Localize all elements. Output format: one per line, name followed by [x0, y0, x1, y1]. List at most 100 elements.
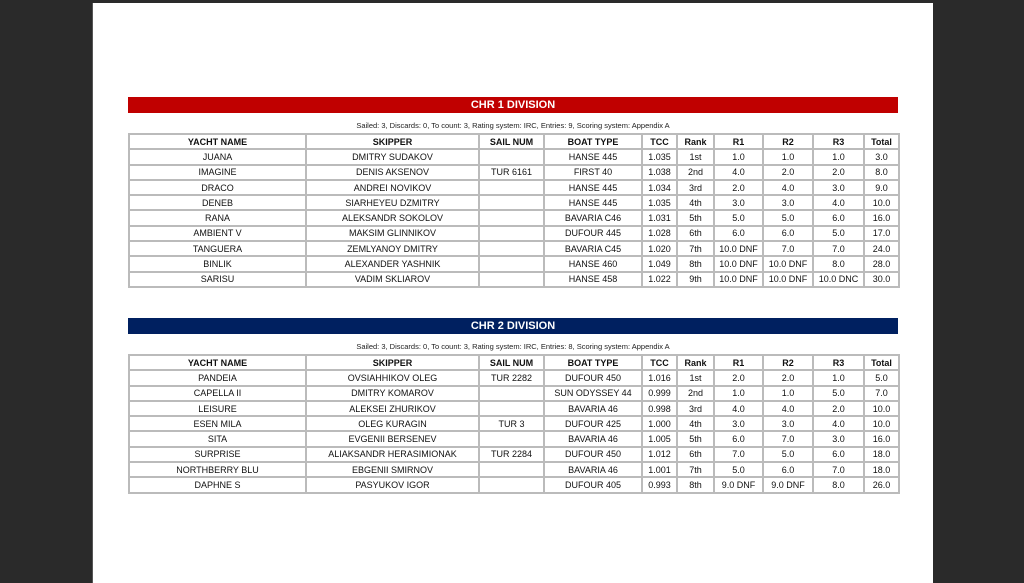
table-cell: 8.0 — [863, 163, 900, 181]
table-row: RANA ALEKSANDR SOKOLOV BAVARIA C46 1.031 5th… — [128, 209, 900, 227]
table-cell: 2.0 — [762, 163, 814, 181]
table-cell: 16.0 — [863, 430, 900, 448]
table-cell: HANSE 445 — [543, 148, 643, 166]
table-cell: MAKSIM GLINNIKOV — [305, 224, 480, 243]
table-cell: PANDEIA — [128, 369, 307, 387]
table-cell: DUFOUR 425 — [543, 415, 643, 433]
table-cell — [478, 224, 545, 243]
table-cell: 1.0 — [812, 148, 865, 166]
table-cell: 10.0 — [863, 399, 900, 418]
table-row: SURPRISE ALIAKSANDR HERASIMIONAK TUR 2284 D… — [128, 445, 900, 464]
table-cell: 3.0 — [812, 178, 865, 197]
table-cell — [478, 270, 545, 288]
header-row: YACHT NAME SKIPPER SAIL NUM BOAT TYPE TCC Ran… — [128, 353, 900, 372]
table-cell — [478, 430, 545, 448]
table-cell: IMAGINE — [128, 163, 307, 181]
table-cell: 5.0 — [863, 369, 900, 387]
table-cell: 3.0 — [762, 194, 814, 212]
column-header: YACHT NAME — [128, 353, 307, 372]
table-cell: HANSE 445 — [543, 178, 643, 197]
table-cell: SURPRISE — [128, 445, 307, 464]
column-header: SAIL NUM — [478, 132, 545, 151]
chr2-division-section: CHR 2 DIVISION Sailed: 3, Discards: 0, To… — [128, 318, 900, 494]
table-cell: 1.0 — [762, 384, 814, 402]
table-cell — [478, 476, 545, 494]
table-cell: DMITRY KOMAROV — [305, 384, 480, 402]
table-cell: 5th — [676, 209, 715, 227]
table-cell: TUR 2284 — [478, 445, 545, 464]
table-cell: 8.0 — [812, 476, 865, 494]
table-row: ESEN MILA OLEG KURAGIN TUR 3 DUFOUR 425 1.00… — [128, 415, 900, 433]
column-header: TCC — [641, 353, 678, 372]
table-cell: BAVARIA C46 — [543, 209, 643, 227]
table-row: CAPELLA II DMITRY KOMAROV SUN ODYSSEY 44 0.… — [128, 384, 900, 402]
table-row: AMBIENT V MAKSIM GLINNIKOV DUFOUR 445 1.028… — [128, 224, 900, 243]
table-cell: DAPHNE S — [128, 476, 307, 494]
table-cell: HANSE 460 — [543, 255, 643, 273]
table-cell: EBGENII SMIRNOV — [305, 461, 480, 479]
table-cell: 5.0 — [762, 209, 814, 227]
table-cell: 7.0 — [863, 384, 900, 402]
table-row: PANDEIA OVSIAHHIKOV OLEG TUR 2282 DUFOUR 45… — [128, 369, 900, 387]
table-cell: 4.0 — [812, 415, 865, 433]
column-header: BOAT TYPE — [543, 132, 643, 151]
table-cell: 1.038 — [641, 163, 678, 181]
column-header: YACHT NAME — [128, 132, 307, 151]
table-cell: BAVARIA C45 — [543, 240, 643, 258]
table-cell: 6.0 — [762, 461, 814, 479]
table-cell: 18.0 — [863, 461, 900, 479]
table-cell: 4th — [676, 194, 715, 212]
table-cell: BAVARIA 46 — [543, 399, 643, 418]
table-cell: 3.0 — [713, 194, 764, 212]
table-cell: 4.0 — [713, 163, 764, 181]
table-cell: 10.0 — [863, 194, 900, 212]
table-cell: PASYUKOV IGOR — [305, 476, 480, 494]
table-cell — [478, 240, 545, 258]
document-page: CHR 1 DIVISION Sailed: 3, Discards: 0, To… — [92, 3, 933, 583]
table-cell: 26.0 — [863, 476, 900, 494]
division-info: Sailed: 3, Discards: 0, To count: 3, Rat… — [356, 121, 670, 130]
table-cell: ALEKSANDR SOKOLOV — [305, 209, 480, 227]
table-cell: 6.0 — [713, 430, 764, 448]
table-cell: SUN ODYSSEY 44 — [543, 384, 643, 402]
table-cell: 2.0 — [713, 369, 764, 387]
table-cell: SARISU — [128, 270, 307, 288]
table-cell: VADIM SKLIAROV — [305, 270, 480, 288]
table-cell: 3.0 — [762, 415, 814, 433]
table-cell: 1.035 — [641, 148, 678, 166]
column-header: Total — [863, 353, 900, 372]
table-cell: 1.034 — [641, 178, 678, 197]
table-row: DRACO ANDREI NOVIKOV HANSE 445 1.034 3rd 2.0 4… — [128, 178, 900, 197]
table-cell: DUFOUR 450 — [543, 445, 643, 464]
table-cell: 10.0 DNC — [812, 270, 865, 288]
table-cell: 1st — [676, 369, 715, 387]
table-cell: 3rd — [676, 178, 715, 197]
table-cell: 5.0 — [713, 209, 764, 227]
column-header: Rank — [676, 353, 715, 372]
column-header: R1 — [713, 353, 764, 372]
column-header: Total — [863, 132, 900, 151]
column-header: R3 — [812, 132, 865, 151]
table-row: NORTHBERRY BLU EBGENII SMIRNOV BAVARIA 46 1… — [128, 461, 900, 479]
table-cell: TUR 3 — [478, 415, 545, 433]
table-cell: 4.0 — [762, 399, 814, 418]
table-cell: 7.0 — [812, 240, 865, 258]
table-cell — [478, 255, 545, 273]
table-cell: 6th — [676, 445, 715, 464]
table-cell: 18.0 — [863, 445, 900, 464]
table-cell: JUANA — [128, 148, 307, 166]
table-cell: 10.0 DNF — [713, 270, 764, 288]
table-cell: 3.0 — [863, 148, 900, 166]
table-cell — [478, 148, 545, 166]
table-cell: 5.0 — [762, 445, 814, 464]
table-cell: 9.0 DNF — [762, 476, 814, 494]
table-cell — [478, 384, 545, 402]
table-cell: 1.0 — [713, 384, 764, 402]
table-cell: 17.0 — [863, 224, 900, 243]
table-cell: 9.0 — [863, 178, 900, 197]
table-cell: ALEXANDER YASHNIK — [305, 255, 480, 273]
table-cell: DENEB — [128, 194, 307, 212]
table-cell: ESEN MILA — [128, 415, 307, 433]
table-cell: 1.020 — [641, 240, 678, 258]
table-row: DAPHNE S PASYUKOV IGOR DUFOUR 405 0.993 8th 9… — [128, 476, 900, 494]
